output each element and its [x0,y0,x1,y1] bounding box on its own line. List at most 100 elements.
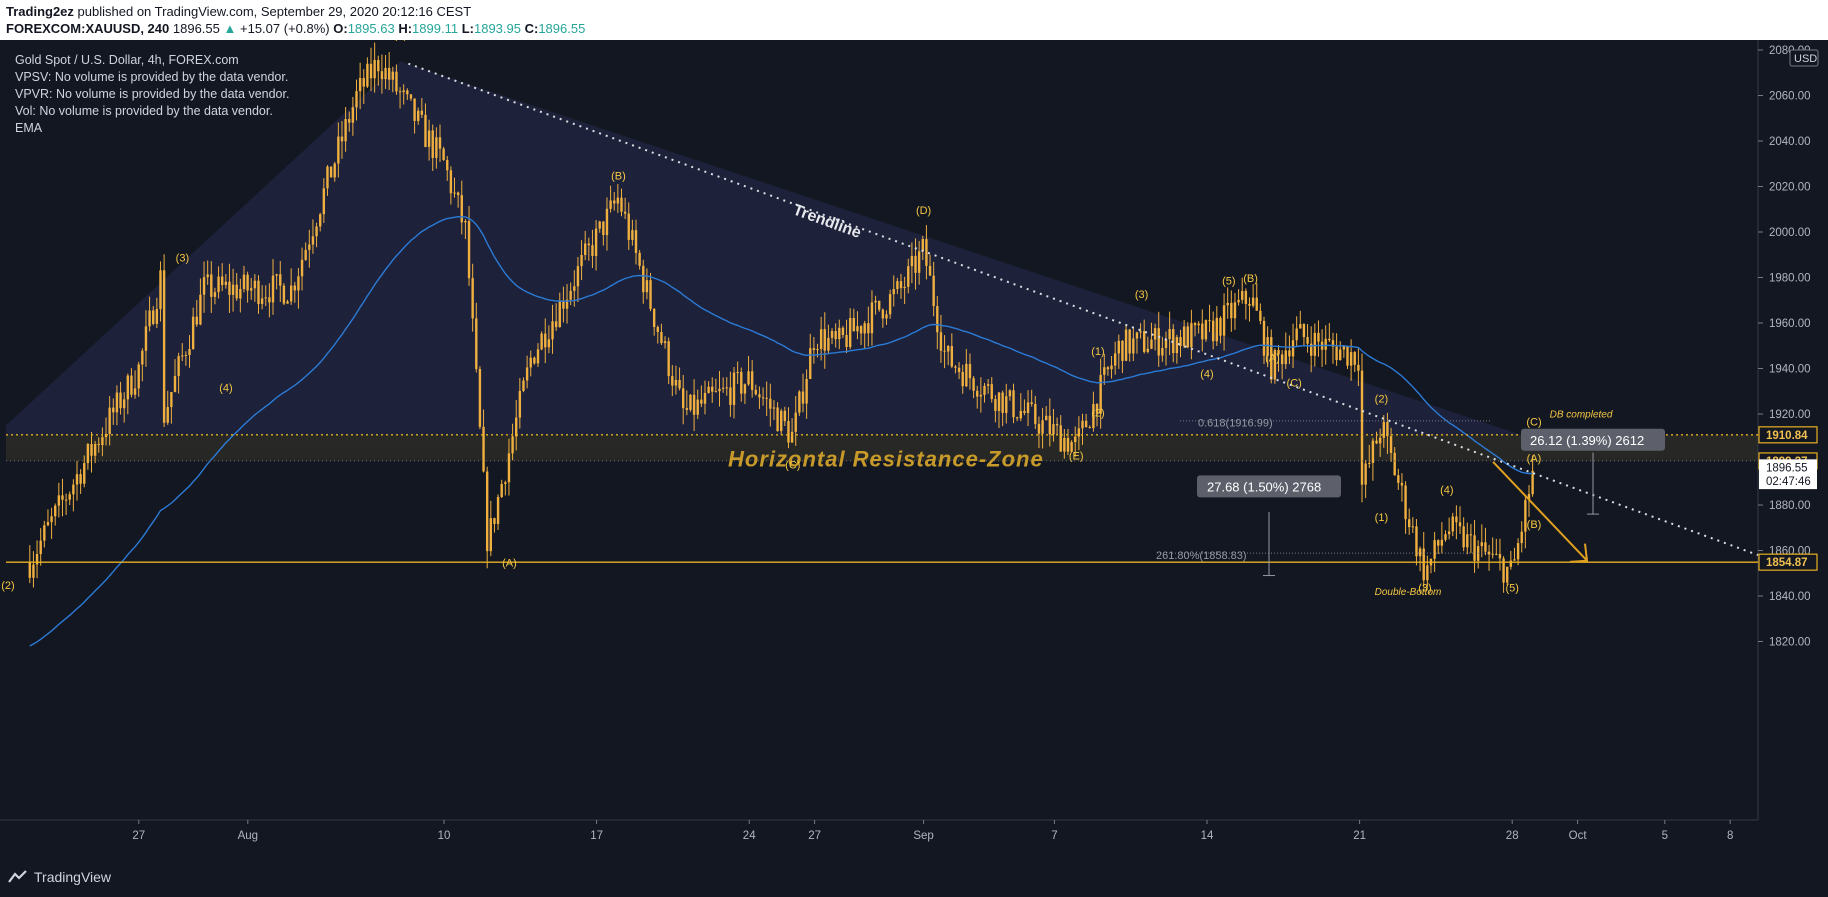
candle-body [250,288,253,291]
candle [769,383,772,427]
candle [206,260,209,285]
candle-body [631,230,634,240]
candle [845,319,848,354]
candle [362,69,365,104]
candle [689,394,692,412]
candle [907,258,910,294]
candle [337,122,340,178]
candle [409,94,413,102]
candle [602,221,605,246]
candle-body [925,239,928,266]
trendline[interactable] [408,62,1759,556]
candle-body [170,391,173,408]
candle [1302,323,1306,346]
candle-body [43,525,46,541]
candle [32,551,35,588]
candle-body [417,110,420,121]
candle-body [994,399,997,411]
candle [355,79,358,121]
legend-vpvr: VPVR: No volume is provided by the data … [15,87,290,101]
shaded-region [6,61,1554,446]
candle [271,259,275,315]
db-completed-label: DB completed [1550,409,1613,420]
price-chart[interactable]: 2100.002080.002060.002040.002020.002000.… [0,40,1828,864]
publisher-name[interactable]: Trading2ez [6,4,74,19]
candle [950,333,954,369]
candle-body [718,388,721,392]
candle-body [1175,337,1179,354]
candle [801,373,805,413]
candle [678,367,681,391]
candle [358,62,362,110]
candle-body [1146,348,1150,352]
candle [1331,332,1335,364]
candle [587,237,591,261]
legend-title[interactable]: Gold Spot / U.S. Dollar, 4h, FOREX.com [15,53,239,67]
candle [119,381,122,415]
candle [253,274,257,302]
candle [714,378,718,393]
candle-body [391,71,394,80]
projection-arrow[interactable] [1492,461,1589,563]
candle-body [442,148,445,161]
candle [28,545,31,584]
legend-vpsv: VPSV: No volume is provided by the data … [15,70,289,84]
candle [1113,341,1117,375]
candle-body [1262,320,1266,356]
candle-body [500,483,503,497]
candle [464,219,467,240]
candle-body [678,379,681,389]
candle-body [976,390,979,397]
candle [57,482,61,518]
candle [1008,389,1012,401]
candle [671,365,674,397]
candle [979,377,983,413]
candle-body [184,355,188,357]
wave-label: (5) [1505,582,1518,594]
candle [304,242,307,261]
candle [562,286,565,323]
candle-body [311,236,315,245]
measure-right-label: 26.12 (1.39%) 2612 [1530,433,1644,448]
candle [511,423,514,461]
candle [268,283,271,318]
candle-body [28,561,31,578]
candle [1026,390,1030,427]
candle [580,240,583,280]
measure-left[interactable]: 27.68 (1.50%) 2768 [1197,475,1341,577]
y-tick-label: 1940.00 [1769,364,1811,376]
candle [583,230,587,261]
candle [260,285,264,310]
candle-body [885,314,888,319]
candle-body [471,278,474,319]
candle [623,197,627,220]
candle [1266,326,1269,368]
candle-body [856,326,859,332]
arrow-head-icon [1569,543,1589,563]
candle [685,390,689,416]
candle-body [1418,548,1422,557]
candle [888,289,892,319]
candle [496,494,500,530]
candle-body [1008,390,1012,397]
candle [377,55,380,86]
candle [711,377,714,403]
candle [631,219,634,246]
candle [191,307,195,350]
candle-body [943,350,946,352]
candle [1244,288,1248,320]
x-axis: 27 Aug 10 17 24 27 Sep 7 14 21 28 Oct 5 8 [132,820,1733,842]
measure-right[interactable]: 26.12 (1.39%) 2612 [1521,428,1665,515]
candle [1360,353,1364,503]
tradingview-brand[interactable]: TradingView [8,869,111,885]
candle [504,480,507,496]
candle-body [562,300,565,309]
candle-body [1182,326,1186,347]
legend-ema[interactable]: EMA [15,121,43,135]
candle-body [852,317,856,332]
candle-body [1462,526,1465,548]
candle [104,417,108,446]
candle-body [613,200,616,204]
candle [1400,473,1404,502]
candle [1153,323,1157,351]
